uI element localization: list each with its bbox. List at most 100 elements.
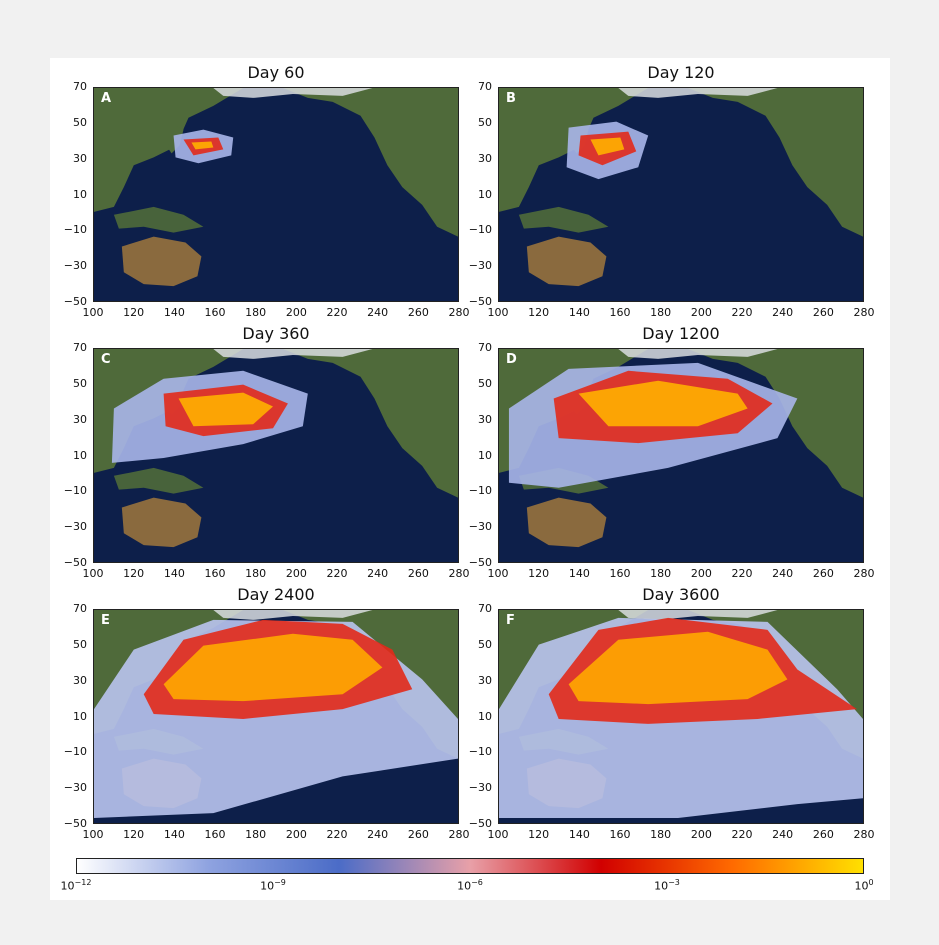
y-tick-label: 30	[73, 412, 87, 426]
x-tick-label: 280	[448, 567, 470, 580]
x-tick-label: 180	[650, 306, 672, 319]
y-tick-label: 30	[478, 151, 492, 165]
y-tick-label: −30	[63, 781, 87, 795]
x-tick-label: 100	[82, 567, 104, 580]
y-tick-label: 10	[73, 448, 87, 462]
x-tick-label: 120	[123, 567, 145, 580]
map-frame	[498, 87, 864, 302]
map-frame	[93, 348, 459, 563]
panel-letter: E	[101, 613, 110, 628]
panel-title: Day 1200	[642, 324, 720, 343]
y-tick-label: −10	[468, 484, 492, 498]
colorbar-label: 10−12	[60, 878, 92, 893]
panel-title: Day 360	[242, 324, 310, 343]
north-america-landmass	[687, 88, 863, 237]
y-tick-label: 70	[478, 341, 492, 354]
map-panel-f: Day 3600 F 70 50 30 10 −10 −30 −50 100 120 140 160 18…	[469, 585, 875, 841]
x-tick-label: 180	[245, 567, 267, 580]
panel-letter: A	[101, 91, 112, 106]
y-tick-label: 70	[478, 602, 492, 615]
y-tick-label: −10	[468, 223, 492, 237]
y-tick-label: 50	[478, 115, 492, 129]
y-tick-label: 50	[73, 376, 87, 390]
x-tick-label: 260	[407, 567, 429, 580]
y-tick-label: −30	[468, 520, 492, 534]
y-tick-label: 30	[478, 412, 492, 426]
y-tick-label: 10	[478, 448, 492, 462]
colorbar-label: 100	[854, 878, 874, 893]
north-america-landmass	[282, 610, 458, 759]
x-tick-label: 240	[367, 306, 389, 319]
x-tick-label: 120	[528, 828, 550, 841]
arctic-ice	[618, 349, 778, 359]
x-tick-label: 220	[731, 567, 753, 580]
y-tick-label: 70	[73, 80, 87, 93]
x-tick-label: 260	[812, 828, 834, 841]
x-tick-label: 180	[650, 828, 672, 841]
x-tick-label: 240	[772, 567, 794, 580]
x-tick-label: 280	[853, 306, 875, 319]
x-tick-label: 140	[163, 306, 185, 319]
panel-title: Day 2400	[237, 585, 315, 604]
x-tick-label: 140	[568, 567, 590, 580]
y-tick-label: −50	[468, 556, 492, 569]
indonesia-landmass	[113, 206, 204, 233]
x-tick-label: 100	[82, 306, 104, 319]
x-tick-label: 100	[487, 828, 509, 841]
arctic-ice	[213, 610, 373, 620]
concentration-plume-layer-3	[191, 141, 214, 150]
asia-landmass	[94, 349, 244, 473]
panel-letter: B	[506, 91, 516, 106]
x-tick-label: 180	[245, 828, 267, 841]
x-tick-label: 160	[609, 306, 631, 319]
y-tick-label: −50	[63, 295, 87, 308]
panel-letter: F	[506, 613, 515, 628]
map-frame	[93, 609, 459, 824]
concentration-plume-layer-3	[590, 137, 625, 156]
y-tick-label: −30	[63, 520, 87, 534]
arctic-ice	[618, 610, 778, 620]
x-tick-label: 240	[772, 828, 794, 841]
x-tick-label: 200	[690, 567, 712, 580]
indonesia-landmass	[518, 206, 609, 233]
australia-landmass	[121, 497, 202, 548]
x-tick-label: 280	[853, 567, 875, 580]
panel-title: Day 60	[247, 63, 305, 82]
map-panel-e: Day 2400 E 70 50 30 10 −10 −30 −50 100 120 140 160 18…	[64, 585, 470, 841]
north-america-landmass	[282, 88, 458, 237]
x-tick-label: 220	[326, 306, 348, 319]
y-tick-label: 50	[478, 376, 492, 390]
x-tick-label: 100	[82, 828, 104, 841]
north-america-landmass	[282, 349, 458, 498]
x-tick-label: 120	[123, 306, 145, 319]
y-tick-label: −10	[63, 745, 87, 759]
panel-title: Day 120	[647, 63, 715, 82]
concentration-plume-layer-3	[578, 380, 748, 427]
x-tick-label: 160	[204, 306, 226, 319]
x-tick-label: 200	[690, 828, 712, 841]
y-tick-label: 10	[73, 187, 87, 201]
australia-landmass	[121, 236, 202, 287]
x-tick-label: 140	[163, 828, 185, 841]
y-tick-label: −10	[63, 484, 87, 498]
x-tick-label: 240	[367, 567, 389, 580]
y-tick-label: −50	[468, 817, 492, 830]
x-tick-label: 120	[528, 306, 550, 319]
y-tick-label: 10	[73, 709, 87, 723]
x-tick-label: 180	[650, 567, 672, 580]
y-tick-label: 50	[478, 637, 492, 651]
australia-landmass	[526, 497, 607, 548]
x-tick-label: 100	[487, 306, 509, 319]
asia-landmass	[94, 610, 244, 734]
x-tick-label: 120	[123, 828, 145, 841]
y-tick-label: −50	[63, 817, 87, 830]
colorbar-gradient	[76, 858, 864, 874]
y-tick-label: 10	[478, 709, 492, 723]
y-tick-label: 70	[478, 80, 492, 93]
concentration-plume-layer-3	[163, 633, 383, 702]
map-panel-d: Day 1200 D 70 50 30 10 −10 −30 −50 100 120 140 160 18…	[469, 324, 875, 580]
y-tick-label: −30	[468, 259, 492, 273]
y-tick-label: 50	[73, 637, 87, 651]
x-tick-label: 220	[326, 567, 348, 580]
concentration-plume-layer-3	[178, 392, 274, 427]
